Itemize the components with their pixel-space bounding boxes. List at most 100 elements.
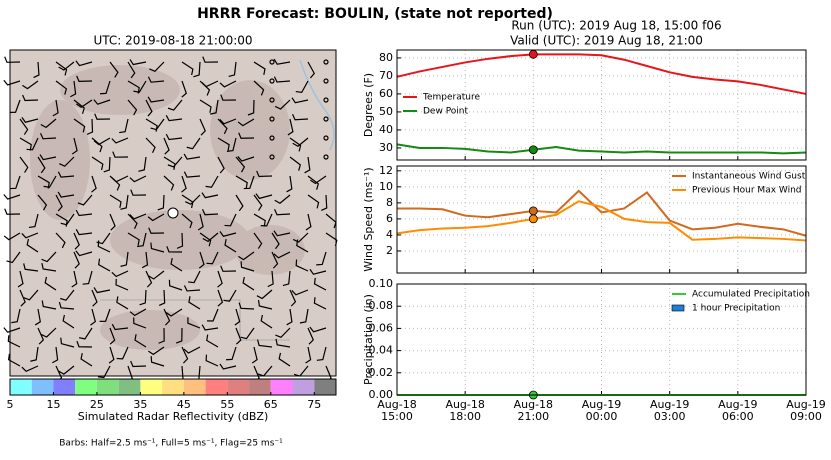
wind-barb xyxy=(167,99,183,111)
wind-barb xyxy=(256,170,273,178)
wind-barb xyxy=(287,118,294,136)
colorbar-cell xyxy=(140,379,163,395)
wind-barb xyxy=(99,308,111,323)
wind-barb xyxy=(226,346,237,361)
wind-barb xyxy=(176,232,184,249)
wind-barb xyxy=(22,80,39,90)
wind-barb xyxy=(86,118,94,135)
wind-barb xyxy=(145,270,153,288)
wind-barb xyxy=(145,137,156,154)
wind-barb xyxy=(99,80,111,95)
wind-barb xyxy=(52,99,59,117)
wind-barb xyxy=(82,270,93,285)
wind-barb xyxy=(217,137,230,151)
y-tick-label: 80 xyxy=(379,51,393,64)
calm-circle xyxy=(269,97,275,103)
wind-barb xyxy=(188,296,201,310)
colorbar-cell xyxy=(96,379,119,395)
y-tick-label: 0.08 xyxy=(369,299,394,312)
wind-barb xyxy=(201,80,219,88)
wind-barb xyxy=(138,156,147,172)
wind-barb xyxy=(224,213,237,227)
wind-barb xyxy=(274,99,291,110)
wind-barb xyxy=(309,326,327,333)
y-tick-label: 40 xyxy=(379,123,393,136)
series-line xyxy=(396,143,807,155)
wind-barb xyxy=(255,193,273,200)
wind-barb xyxy=(78,327,93,340)
wind-barb xyxy=(91,289,98,307)
wind-barb xyxy=(34,308,41,326)
colorbar-cell xyxy=(31,379,54,395)
wind-barb xyxy=(91,137,103,153)
wind-barb xyxy=(256,289,273,300)
wind-barb xyxy=(289,156,302,171)
wind-barb xyxy=(198,251,205,269)
y-tick-label: 30 xyxy=(379,141,393,154)
wind-barb xyxy=(150,356,165,367)
wind-barb xyxy=(127,232,140,246)
wind-barb xyxy=(220,265,237,272)
wind-barb xyxy=(147,213,165,222)
wind-barb xyxy=(109,61,119,78)
wind-barb xyxy=(234,308,241,326)
wind-barb xyxy=(148,227,165,234)
chart-title: Run (UTC): 2019 Aug 18, 15:00 f06 xyxy=(511,19,721,33)
wind-barb xyxy=(59,156,75,167)
wind-barb xyxy=(158,289,166,306)
wind-barb xyxy=(242,276,255,291)
wind-barb xyxy=(103,156,111,173)
wind-barb xyxy=(193,61,201,78)
y-tick-label: 50 xyxy=(379,105,393,118)
wind-barb xyxy=(21,232,39,239)
wind-barb xyxy=(33,61,40,79)
wind-barb xyxy=(240,327,255,340)
calm-circle xyxy=(323,78,329,84)
wind-barb xyxy=(219,80,237,88)
wind-barb xyxy=(163,137,170,155)
wind-barb xyxy=(271,232,280,250)
wind-barb xyxy=(183,346,201,354)
wind-barb xyxy=(296,239,309,253)
wind-barb xyxy=(325,213,337,229)
border xyxy=(100,299,290,341)
y-tick-label: 2 xyxy=(386,244,393,257)
wind-barb xyxy=(185,194,201,205)
wind-barb xyxy=(275,338,291,348)
wind-barb xyxy=(313,297,327,310)
wind-barb xyxy=(137,232,147,248)
wind-barb xyxy=(201,192,219,199)
wind-barb xyxy=(147,76,165,83)
wind-barb xyxy=(257,339,273,348)
colorbar-cell xyxy=(314,379,336,395)
wind-barb xyxy=(60,289,75,301)
wind-barb xyxy=(21,365,39,372)
terrain xyxy=(30,65,305,350)
terrain-shade xyxy=(235,225,305,275)
wind-barb xyxy=(41,262,57,272)
wind-barb xyxy=(289,137,302,152)
terrain-shade xyxy=(210,80,290,180)
calm-circle xyxy=(323,97,329,103)
legend-label: Accumulated Precipitation xyxy=(692,290,810,300)
wind-barb xyxy=(75,60,93,67)
wind-barb xyxy=(187,317,201,329)
wind-barb xyxy=(11,308,21,324)
wind-barb xyxy=(235,175,248,189)
wind-barb xyxy=(120,251,129,267)
colorbar-tick-label: 25 xyxy=(90,398,104,411)
wind-barb xyxy=(19,118,29,135)
wind-barbs xyxy=(3,56,338,383)
wind-barb xyxy=(37,327,45,345)
calm-circle xyxy=(323,59,329,65)
wind-barb xyxy=(58,365,75,375)
wind-barb xyxy=(6,251,21,264)
colorbar-cell xyxy=(249,379,271,395)
wind-barb xyxy=(98,258,111,272)
x-tick-label: Aug-18 21:00 xyxy=(514,398,553,423)
plot-frame xyxy=(396,49,807,161)
y-tick-label: 12 xyxy=(379,164,393,177)
wind-barb xyxy=(316,346,327,361)
wind-barb xyxy=(19,289,26,307)
wind-barb xyxy=(307,194,320,209)
